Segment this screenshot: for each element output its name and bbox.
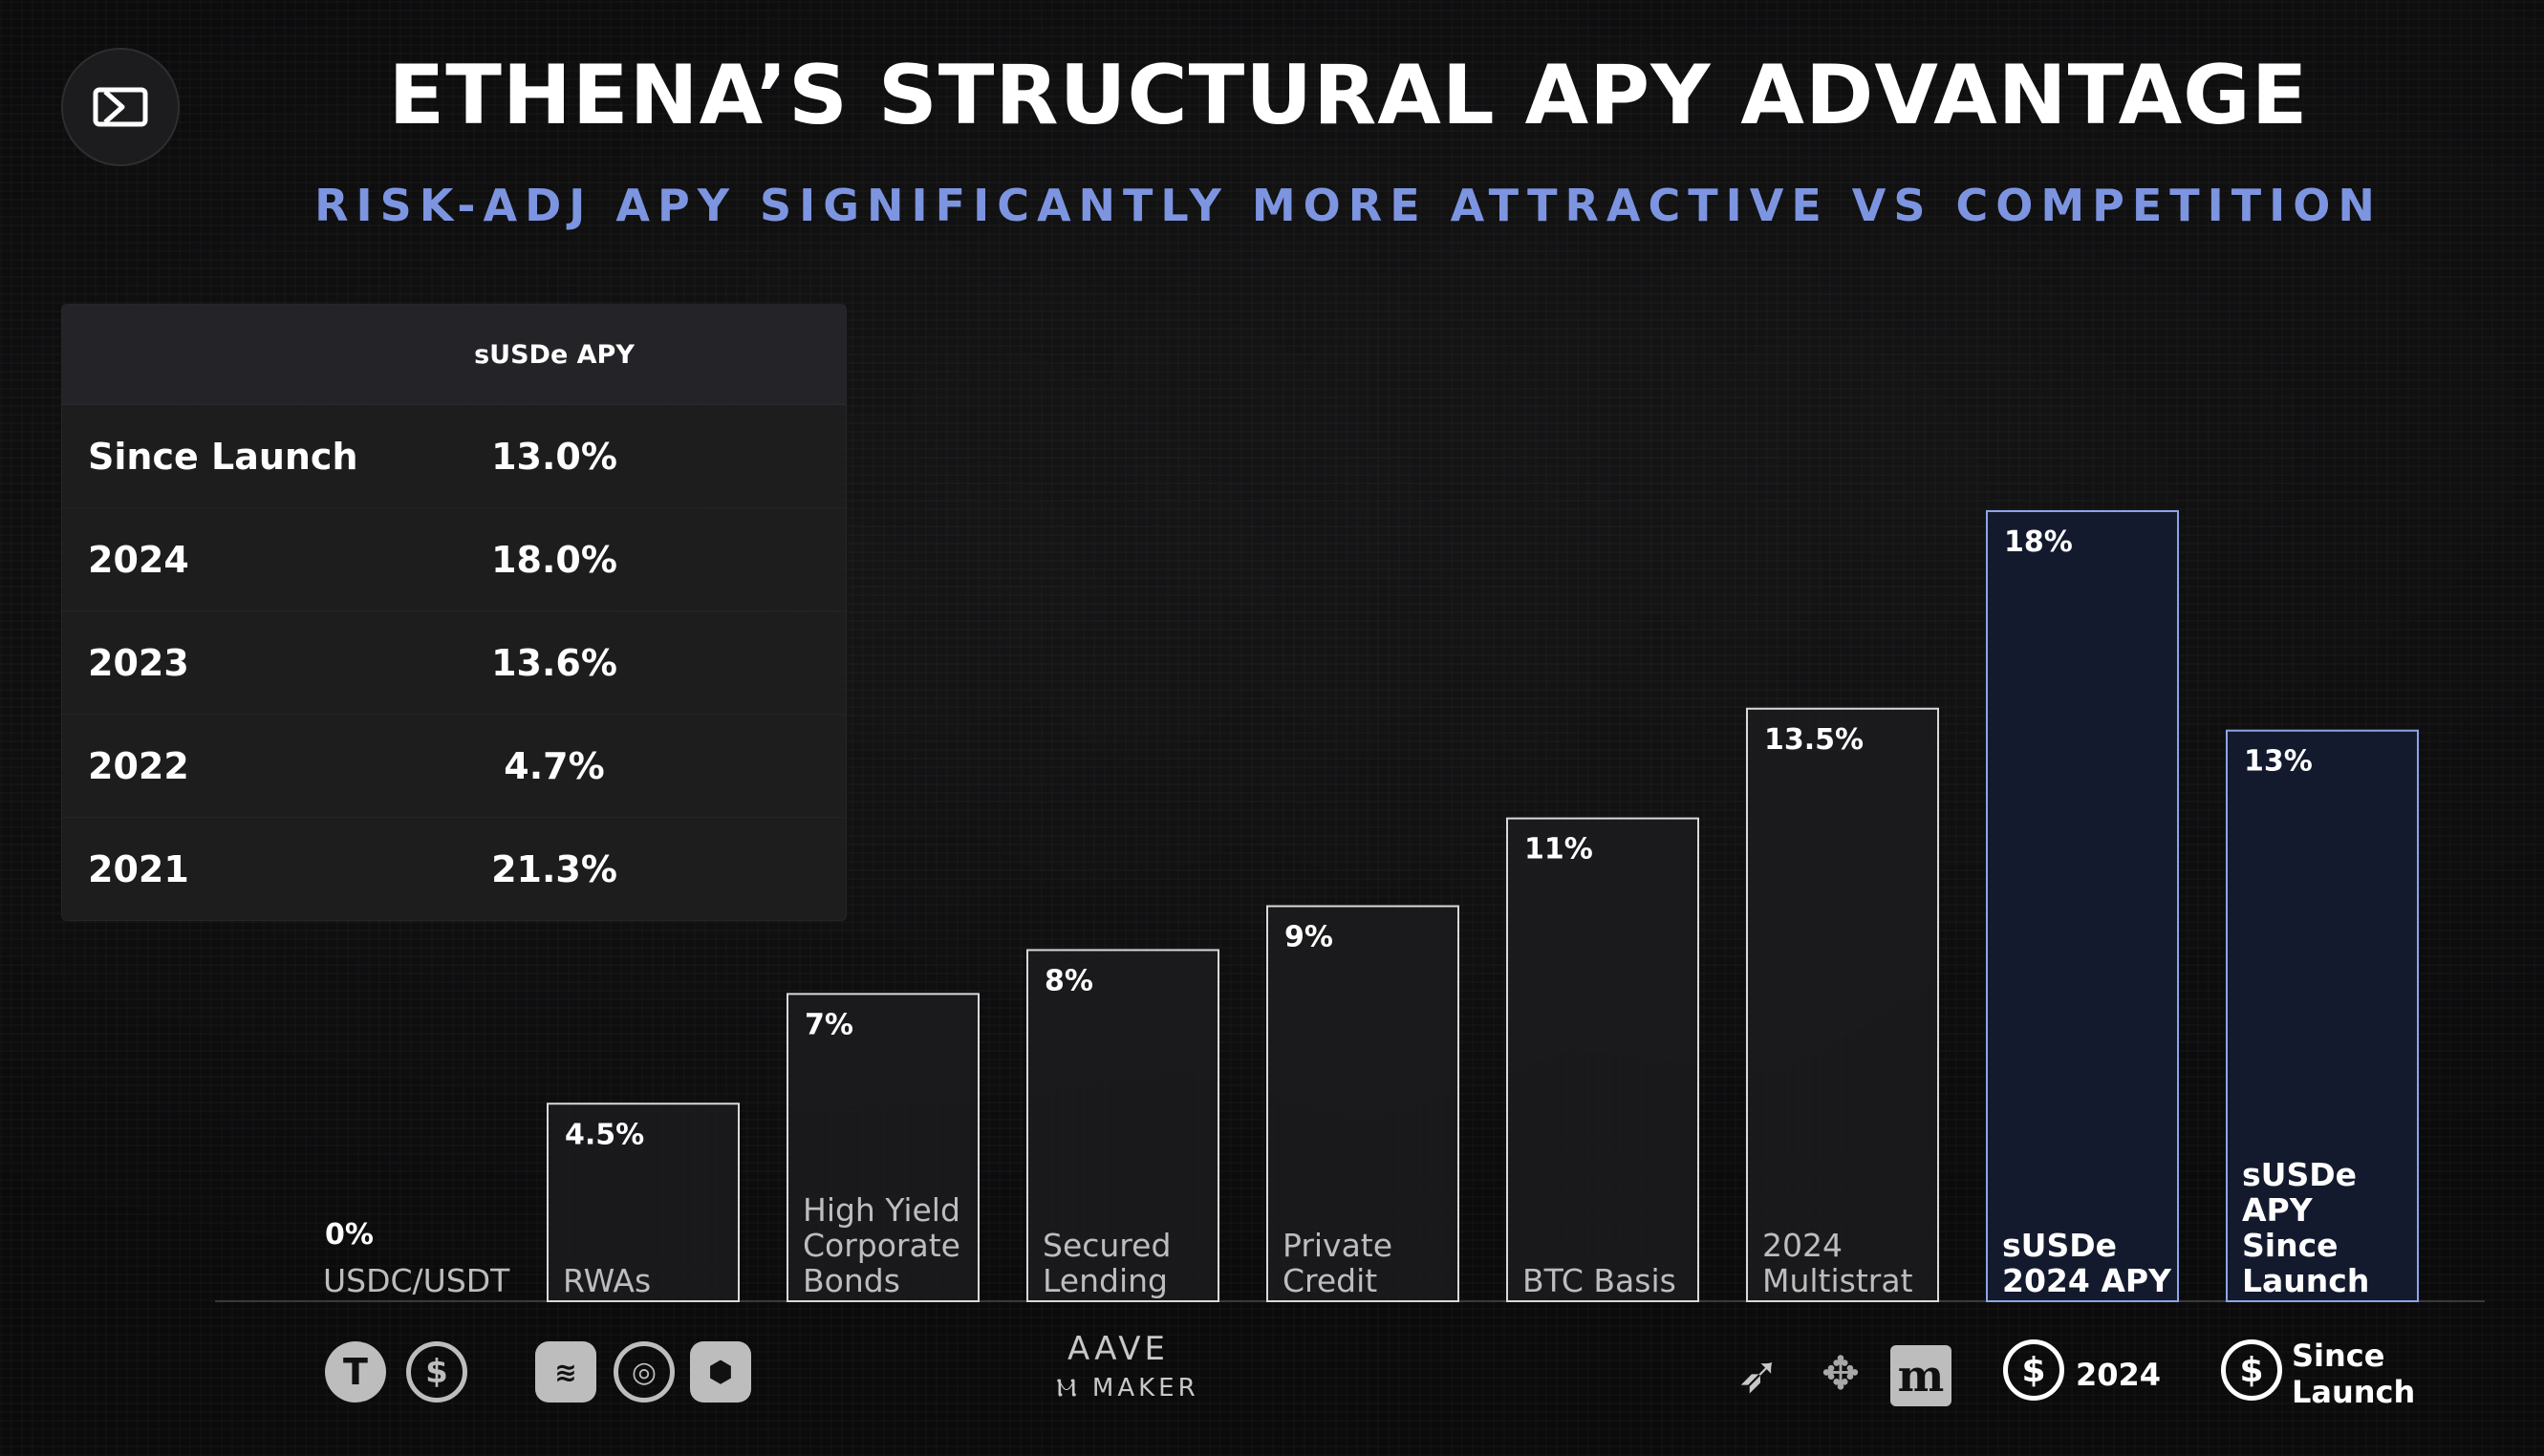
table-column-header: sUSDe APY (474, 339, 635, 370)
legend-since-launch-label: Since Launch (2292, 1338, 2415, 1410)
arrow-brand-icon: ➶ (1736, 1343, 1780, 1404)
row-label: 2024 (88, 538, 189, 581)
susde-icon: $ (2003, 1339, 2064, 1401)
legend-2024-label: 2024 (2076, 1357, 2162, 1393)
ethena-logo-icon (61, 48, 180, 166)
table-row: 2023 13.6% (62, 611, 846, 715)
legend-launch-line: Launch (2292, 1374, 2416, 1410)
bar-btc-basis (1506, 817, 1699, 1302)
bar-rwas (547, 1103, 740, 1302)
maker-wordmark: Ⲙ MAKER (1042, 1374, 1214, 1403)
page-subtitle: RISK-ADJ APY SIGNIFICANTLY MORE ATTRACTI… (314, 180, 2382, 231)
bar-susde-2024-apy (1986, 510, 2179, 1302)
row-label: 2022 (88, 744, 189, 787)
row-value: 13.6% (491, 641, 617, 684)
securitize-icon: ⬢ (690, 1341, 751, 1402)
table-row: 2021 21.3% (62, 818, 846, 920)
category-label: sUSDe APY Since Launch (2242, 1156, 2369, 1299)
aave-wordmark: AAVE (1067, 1330, 1170, 1368)
category-label: BTC Basis (1522, 1262, 1676, 1299)
row-value: 21.3% (491, 847, 617, 890)
bar-private-credit (1266, 905, 1459, 1302)
tether-icon: T (325, 1341, 386, 1402)
row-label: Since Launch (88, 435, 358, 478)
category-label: RWAs (563, 1262, 651, 1299)
bar-value-label: 9% (1284, 921, 1333, 954)
susde-apy-table: sUSDe APY Since Launch 13.0% 2024 18.0% … (61, 304, 847, 921)
legend-since-line: Since (2292, 1338, 2385, 1374)
category-label: Secured Lending (1043, 1227, 1171, 1299)
bar-value-label: 7% (805, 1008, 853, 1041)
footer-icons: T $ ≋ ◎ ⬢ AAVE Ⲙ MAKER ➶ ✥ m $ 2024 $ Si… (0, 1330, 2544, 1424)
m-brand-icon: m (1890, 1345, 1951, 1406)
maker-logo-icon: Ⲙ (1056, 1374, 1092, 1402)
pixel-brand-icon: ✥ (1821, 1347, 1861, 1401)
bar-value-label: 0% (325, 1218, 374, 1252)
category-label: 2024 Multistrat (1762, 1227, 1913, 1299)
page-title: ETHENA’S STRUCTURAL APY ADVANTAGE (388, 48, 2309, 143)
bar-2024-multistrat (1746, 707, 1939, 1302)
row-label: 2021 (88, 847, 189, 890)
row-value: 13.0% (491, 435, 617, 478)
category-label: USDC/USDT (323, 1262, 510, 1299)
bar-value-label: 11% (1524, 833, 1593, 867)
table-row: 2022 4.7% (62, 715, 846, 818)
bar-secured-lending (1026, 949, 1219, 1302)
category-label: High Yield Corporate Bonds (803, 1191, 960, 1299)
maker-label: MAKER (1091, 1374, 1199, 1402)
bar-value-label: 13% (2244, 745, 2313, 779)
susde-icon: $ (2221, 1339, 2282, 1401)
ondo-icon: ≋ (535, 1341, 596, 1402)
bar-high-yield-corporate-bonds (787, 993, 980, 1303)
bar-value-label: 13.5% (1764, 723, 1864, 757)
bar-value-label: 18% (2004, 525, 2073, 559)
row-value: 18.0% (491, 538, 617, 581)
row-value: 4.7% (504, 744, 605, 787)
table-row: Since Launch 13.0% (62, 405, 846, 508)
category-label: Private Credit (1283, 1227, 1392, 1299)
bar-value-label: 8% (1045, 964, 1093, 997)
category-label: sUSDe 2024 APY (2002, 1227, 2172, 1299)
bar-susde-apy-since-launch (2226, 729, 2419, 1302)
superstate-icon: ◎ (614, 1341, 675, 1402)
table-header: sUSDe APY (62, 305, 846, 405)
row-label: 2023 (88, 641, 189, 684)
table-row: 2024 18.0% (62, 508, 846, 611)
usdc-icon: $ (406, 1341, 467, 1402)
bar-value-label: 4.5% (565, 1118, 644, 1151)
